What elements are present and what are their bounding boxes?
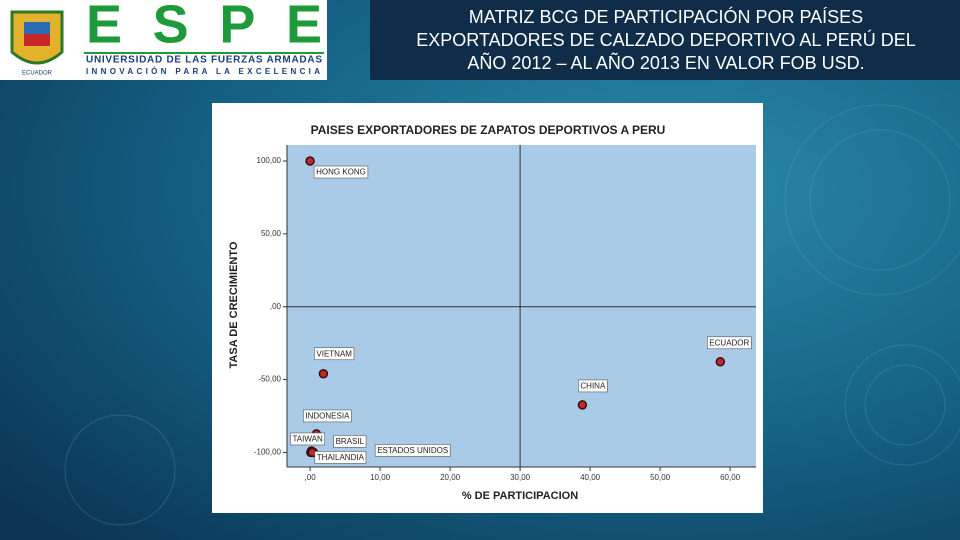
slide-title: AÑO 2012 – AL AÑO 2013 EN VALOR FOB USD.: [467, 52, 864, 73]
point-label: THAILANDIA: [317, 453, 365, 462]
x-axis-label: % DE PARTICIPACION: [462, 490, 578, 502]
point-label-box: [333, 435, 367, 448]
point-label: ESTADOS UNIDOS: [377, 446, 448, 455]
point-label: VIETNAM: [316, 349, 352, 358]
plot-area: [287, 145, 756, 467]
title-box: [370, 0, 960, 80]
point-label: HONG KONG: [316, 168, 366, 177]
y-tick-label: -100,00: [254, 448, 282, 457]
point-label-box: [303, 409, 352, 423]
crest: [10, 10, 64, 65]
y-tick-label: -50,00: [258, 375, 281, 384]
x-tick-label: 10,00: [370, 473, 391, 482]
y-tick-label: ,00: [270, 302, 282, 311]
point: [305, 156, 315, 166]
point-label: TAIWAN: [293, 435, 323, 444]
y-tick-label: 100,00: [257, 156, 282, 165]
x-tick-label: 20,00: [440, 473, 461, 482]
point-label: ECUADOR: [709, 338, 749, 347]
x-tick-label: 50,00: [650, 473, 671, 482]
point-label-box: [706, 336, 752, 350]
plot: ,00 10,00 20,00 30,00 40,00 50,00 60,00 100,00 5…: [254, 145, 756, 482]
point-label-box: [578, 379, 608, 393]
logo-country: ECUADOR: [22, 71, 53, 77]
point-label-box: [313, 165, 369, 179]
logo-rule: [84, 52, 324, 54]
point-label-box: [314, 451, 367, 464]
slide-title: MATRIZ BCG DE PARTICIPACIÓN POR PAÍSES: [469, 6, 863, 27]
point: [577, 400, 588, 410]
logo-university: UNIVERSIDAD DE LAS FUERZAS ARMADAS: [86, 55, 322, 66]
logo-motto: INNOVACIÓN PARA LA EXCELENCIA: [86, 67, 322, 76]
slide-title: EXPORTADORES DE CALZADO DEPORTIVO AL PER…: [416, 29, 915, 50]
decoration: [64, 104, 960, 526]
point-label: BRASIL: [336, 437, 365, 446]
chart-title: PAISES EXPORTADORES DE ZAPATOS DEPORTIVO…: [311, 123, 666, 137]
y-tick-label: 50,00: [261, 229, 282, 238]
x-tick-label: 60,00: [720, 473, 741, 482]
point-label-box: [314, 347, 355, 361]
x-tick-label: ,00: [305, 473, 317, 482]
point-label: CHINA: [580, 382, 606, 391]
point: [715, 357, 726, 367]
point-label-box: [290, 432, 326, 446]
point-label-box: [374, 444, 451, 457]
point: [318, 369, 329, 379]
point-label: INDONESIA: [305, 412, 350, 421]
x-tick-label: 40,00: [580, 473, 601, 482]
y-axis-label: TASA DE CRECIMIENTO: [228, 241, 240, 368]
x-tick-label: 30,00: [510, 473, 531, 482]
